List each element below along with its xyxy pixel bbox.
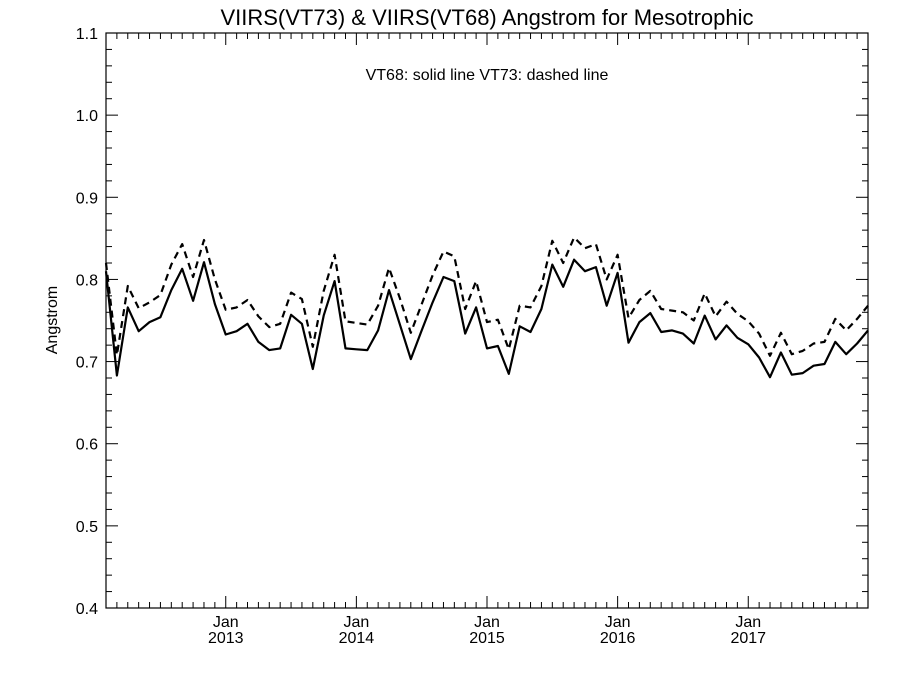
x-tick-label-month: Jan (343, 614, 369, 631)
x-tick-label-year: 2015 (469, 630, 505, 647)
series-group (104, 236, 869, 379)
x-tick-label-month: Jan (213, 614, 239, 631)
y-tick-label: 0.8 (76, 272, 98, 289)
x-tick-label-year: 2013 (208, 630, 244, 647)
x-tick-label-year: 2014 (339, 630, 375, 647)
y-tick-label: 0.9 (76, 190, 98, 207)
series-line-vt73 (104, 236, 869, 357)
x-tick-label-month: Jan (735, 614, 761, 631)
line-style-annotation: VT68: solid line VT73: dashed line (366, 67, 609, 84)
y-tick-label: 1.0 (76, 108, 98, 125)
y-tick-label: 1.1 (76, 26, 98, 43)
series-line-vt68 (104, 258, 869, 379)
y-axis-label: Angstrom (44, 286, 61, 354)
y-tick-label: 0.5 (76, 519, 98, 536)
y-tick-label: 0.7 (76, 355, 98, 372)
x-tick-label-year: 2016 (600, 630, 636, 647)
x-tick-label-month: Jan (474, 614, 500, 631)
chart-title: VIIRS(VT73) & VIIRS(VT68) Angstrom for M… (220, 5, 753, 30)
x-tick-label-month: Jan (605, 614, 631, 631)
x-tick-label-year: 2017 (730, 630, 766, 647)
y-tick-label: 0.4 (76, 601, 98, 618)
y-tick-label: 0.6 (76, 437, 98, 454)
y-axis: 0.4 0.5 0.6 0.7 0.8 0.9 1.0 1.1 (76, 26, 868, 618)
